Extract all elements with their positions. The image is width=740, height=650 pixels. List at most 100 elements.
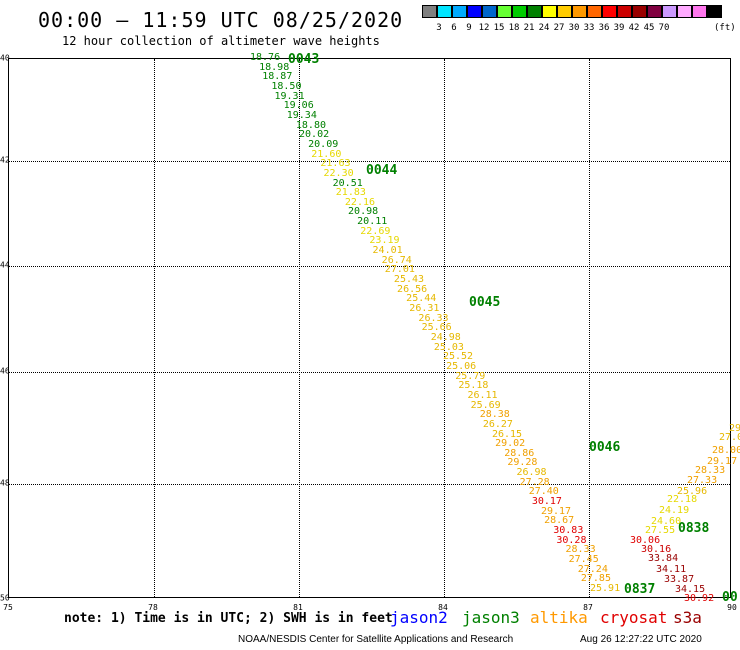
legend-tick-label: 33: [583, 23, 595, 33]
wave-height-value: 30.17: [531, 496, 562, 508]
footer-timestamp: Aug 26 12:27:22 UTC 2020: [580, 634, 702, 645]
wave-height-value: 29.02: [495, 438, 526, 450]
wave-height-value: 33.87: [664, 574, 695, 585]
legend-tick-label: 45: [643, 23, 655, 33]
legend-swatch: [497, 5, 512, 18]
wave-height-value: 30.16: [641, 544, 672, 555]
legend-swatch: [512, 5, 527, 18]
wave-height-value: 29: [729, 423, 740, 434]
legend-swatch: [572, 5, 587, 18]
legend-tick-label: 18: [508, 23, 520, 33]
wave-height-value: 25.43: [393, 274, 425, 286]
map-area: [8, 58, 731, 598]
legend-tick-label: 27: [553, 23, 565, 33]
wave-height-value: 26.33: [418, 312, 449, 324]
wave-height-value: 24.60: [651, 516, 682, 527]
legend-swatch: [527, 5, 542, 18]
wave-height-value: 21.83: [335, 187, 366, 199]
wave-height-value: 25.69: [470, 399, 501, 411]
longitude-label: 84: [438, 603, 448, 612]
wave-height-value: 22.16: [344, 196, 376, 208]
pass-time-label: 0838: [678, 521, 710, 536]
wave-height-value: 27.45: [568, 554, 599, 566]
legend-swatch: [677, 5, 692, 18]
legend-swatch: [587, 5, 602, 18]
legend-tick-label: 39: [613, 23, 625, 33]
wave-height-value: 26.11: [467, 389, 498, 401]
wave-height-value: 25.96: [677, 486, 708, 497]
wave-height-value: 19.31: [274, 90, 305, 102]
wave-height-value: 28.33: [695, 465, 726, 476]
legend-tick-label: 30: [568, 23, 580, 33]
longitude-label: 87: [583, 603, 593, 612]
chart-subtitle: 12 hour collection of altimeter wave hei…: [62, 34, 380, 48]
wave-height-value: 28.38: [479, 409, 510, 421]
wave-height-value: 30.28: [556, 534, 587, 546]
wave-height-value: 19.34: [286, 109, 317, 121]
satellite-label: cryosat: [600, 608, 668, 627]
legend-swatch: [662, 5, 677, 18]
grid-line-vertical: [299, 59, 300, 597]
wave-height-value: 29.17: [540, 505, 572, 517]
wave-height-value: 24.01: [372, 245, 403, 257]
wave-height-value: 18.80: [295, 119, 326, 131]
legend-swatch: [557, 5, 572, 18]
satellite-label: jason3: [462, 608, 520, 627]
grid-line-horizontal: [9, 484, 730, 485]
wave-height-value: 28.33: [565, 544, 596, 556]
wave-height-value: 27.0: [719, 432, 740, 443]
wave-height-value: 21.60: [311, 148, 342, 160]
longitude-label: 78: [148, 603, 158, 612]
wave-height-value: 27.55: [645, 525, 676, 536]
legend-tick-label: 9: [466, 23, 472, 33]
legend-tick-label: 3: [436, 23, 442, 33]
legend-unit: (ft): [714, 23, 736, 33]
wave-height-value: 24.98: [430, 331, 461, 343]
wave-height-value: 34.11: [656, 564, 687, 575]
wave-height-value: 28.67: [544, 515, 575, 527]
wave-height-value: 30.06: [630, 535, 661, 546]
latitude-label: 46: [0, 366, 10, 376]
wave-height-value: 22.18: [667, 494, 698, 505]
legend-swatch: [602, 5, 617, 18]
legend-tick-label: 12: [478, 23, 490, 33]
wave-height-value: 20.11: [357, 216, 388, 228]
legend-swatch: [542, 5, 557, 18]
wave-height-value: 18.98: [259, 61, 290, 73]
wave-height-value: 18.76: [250, 52, 281, 63]
pass-time-label: 0045: [469, 295, 501, 310]
footnote: note: 1) Time is in UTC; 2) SWH is in fe…: [64, 611, 393, 626]
legend-tick-label: 36: [598, 23, 610, 33]
wave-height-value: 25.18: [458, 380, 489, 392]
pass-time-label: 00: [722, 590, 738, 605]
wave-height-value: 34.15: [675, 584, 706, 595]
legend-swatch: [422, 5, 437, 18]
wave-height-value: 25.44: [406, 293, 437, 305]
latitude-label: 44: [0, 260, 10, 270]
wave-height-value: 29.28: [507, 457, 538, 469]
wave-height-value: 25.66: [421, 322, 452, 334]
wave-height-value: 20.02: [299, 129, 330, 141]
pass-time-label: 0837: [624, 582, 656, 597]
pass-time-label: 0046: [589, 440, 621, 455]
wave-height-value: 28.86: [504, 447, 535, 459]
wave-height-value: 27.85: [580, 573, 611, 585]
wave-height-value: 18.50: [271, 80, 302, 92]
wave-height-value: 23.19: [369, 235, 400, 247]
wave-height-value: 25.06: [446, 360, 477, 372]
wave-height-value: 26.31: [409, 303, 440, 315]
wave-height-value: 25.03: [433, 341, 464, 353]
wave-height-value: 29.17: [707, 456, 738, 467]
wave-height-value: 20.51: [332, 177, 363, 189]
wave-height-value: 26.27: [482, 418, 513, 430]
wave-height-value: 20.98: [348, 206, 379, 218]
latitude-label: 48: [0, 478, 10, 488]
wave-height-value: 26.56: [397, 283, 428, 295]
wave-height-value: 27.28: [519, 476, 550, 488]
legend-swatch: [632, 5, 647, 18]
footer-credit: NOAA/NESDIS Center for Satellite Applica…: [238, 634, 514, 645]
wave-height-value: 24.19: [659, 505, 690, 516]
grid-line-vertical: [589, 59, 590, 597]
satellite-label: jason2: [390, 608, 448, 627]
legend-tick-label: 21: [523, 23, 535, 33]
